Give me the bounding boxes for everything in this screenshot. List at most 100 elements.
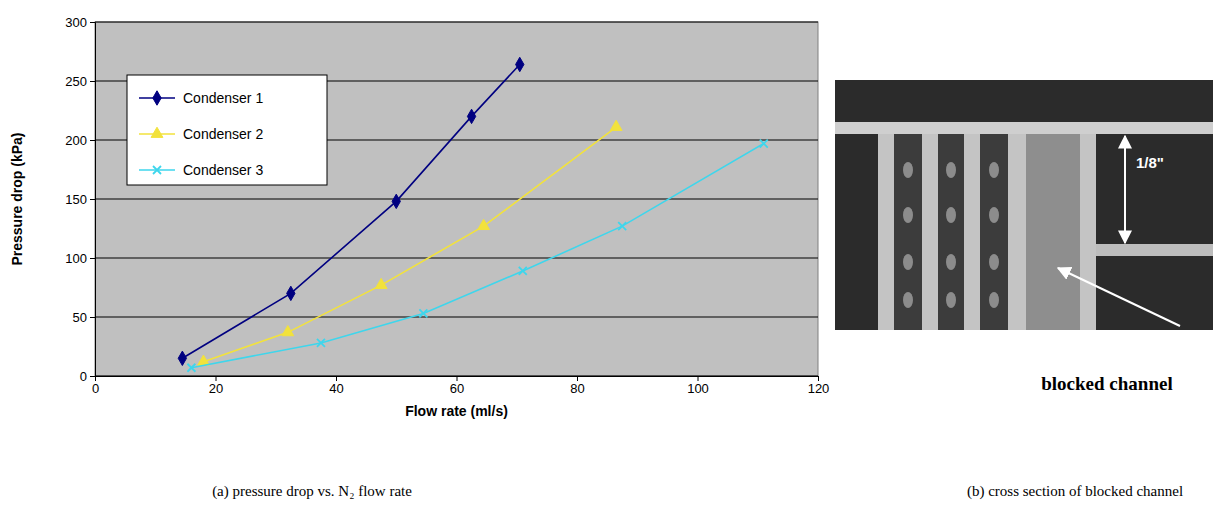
caption: (b) cross section of blocked channel [967,483,1183,500]
tick: 300 [65,15,95,30]
figure: 0 20 40 60 80 100 120 0 50 100 150 200 250 300 Flow ra… [0,0,1213,510]
marker [610,120,622,130]
channel-wall [964,134,980,330]
channel-wall [922,134,938,330]
tick: 40 [329,376,343,396]
tick: 200 [65,133,95,148]
tick-mark [90,199,95,200]
y-axis-title: Pressure drop (kPa) [9,132,25,265]
tick: 100 [65,251,95,266]
tick-label: 80 [570,381,584,396]
top-plate [835,122,1213,134]
tick-label: 150 [65,192,87,207]
marker [760,140,768,148]
tick-mark [90,140,95,141]
channel-spot [946,254,956,270]
channel [894,134,922,330]
channel-spot [903,254,913,270]
tick-label: 250 [65,74,87,89]
marker [375,278,387,288]
tick: 250 [65,74,95,89]
channel-spot [903,292,913,308]
tick-label: 0 [80,369,87,384]
grid-line [95,258,818,259]
marker [178,351,186,365]
marker [187,364,195,372]
axis-line [90,23,96,377]
tick-mark [90,22,95,23]
tick-label: 60 [450,381,464,396]
channel-spot [903,207,913,223]
channel-wall [1080,134,1096,330]
channel-spot [946,207,956,223]
channel [938,134,964,330]
marker [198,355,210,365]
x-axis: 0 20 40 60 80 100 120 [92,376,829,396]
marker [467,109,475,123]
tick: 100 [687,376,709,396]
blocked-channel [1026,134,1080,330]
tick-label: 120 [808,381,830,396]
marker [519,267,527,275]
legend-box [127,75,327,185]
tick: 150 [65,192,95,207]
marker [392,194,400,208]
tick-label: 100 [687,381,709,396]
grid-line [95,199,818,200]
tick: 50 [73,310,95,325]
channel-spot [946,162,956,178]
marker [282,326,294,336]
dimension-arrow [1124,136,1126,243]
marker [287,286,295,300]
tick: 20 [209,376,223,396]
tick-label: 200 [65,133,87,148]
channel-spot [989,292,999,308]
channel-spot [946,292,956,308]
grid [95,22,818,376]
caption: (a) pressure drop vs. N₂ flow rate [212,483,412,500]
tick-label: 20 [209,381,223,396]
marker [478,219,490,229]
legend: Condenser 1 Condenser 2 Condenser 3 [127,75,327,185]
annotation: blocked channel [1041,373,1172,394]
x-axis-title: Flow rate (ml/s) [405,403,508,419]
tick-label: 40 [329,381,343,396]
legend-label: Condenser 1 [183,90,263,106]
tick: 120 [808,376,830,396]
legend-marker [151,127,163,137]
tick-label: 100 [65,251,87,266]
grid-line [95,317,818,318]
tick-label: 0 [92,381,99,396]
tick: 60 [450,376,464,396]
tick-label: 50 [73,310,87,325]
dimension-label: 1/8" [1136,154,1164,171]
tick: 0 [92,376,99,396]
pointer-arrow [1058,268,1180,326]
channel-spot [989,254,999,270]
legend-marker [153,166,161,174]
channel-spot [989,207,999,223]
grid-line [95,22,818,23]
y-axis: 0 50 100 150 200 250 300 [65,15,95,384]
tick: 80 [570,376,584,396]
tick-mark [90,81,95,82]
channel-spot [989,162,999,178]
tick: 0 [80,369,95,384]
legend-label: Condenser 3 [183,162,263,178]
legend-label: Condenser 2 [183,126,263,142]
photo-background [835,80,1213,330]
plot-background [95,22,818,376]
channel [980,134,1008,330]
marker [317,339,325,347]
legend-marker [153,91,161,105]
marker [419,309,427,317]
tick-mark [90,258,95,259]
tick-label: 300 [65,15,87,30]
marker [618,222,626,230]
tick-mark [90,317,95,318]
side-plate [1095,244,1213,256]
tick-mark [90,376,95,377]
photo: 1/8" [835,80,1213,330]
channel-wall [878,134,894,330]
channel-wall [1008,134,1026,330]
